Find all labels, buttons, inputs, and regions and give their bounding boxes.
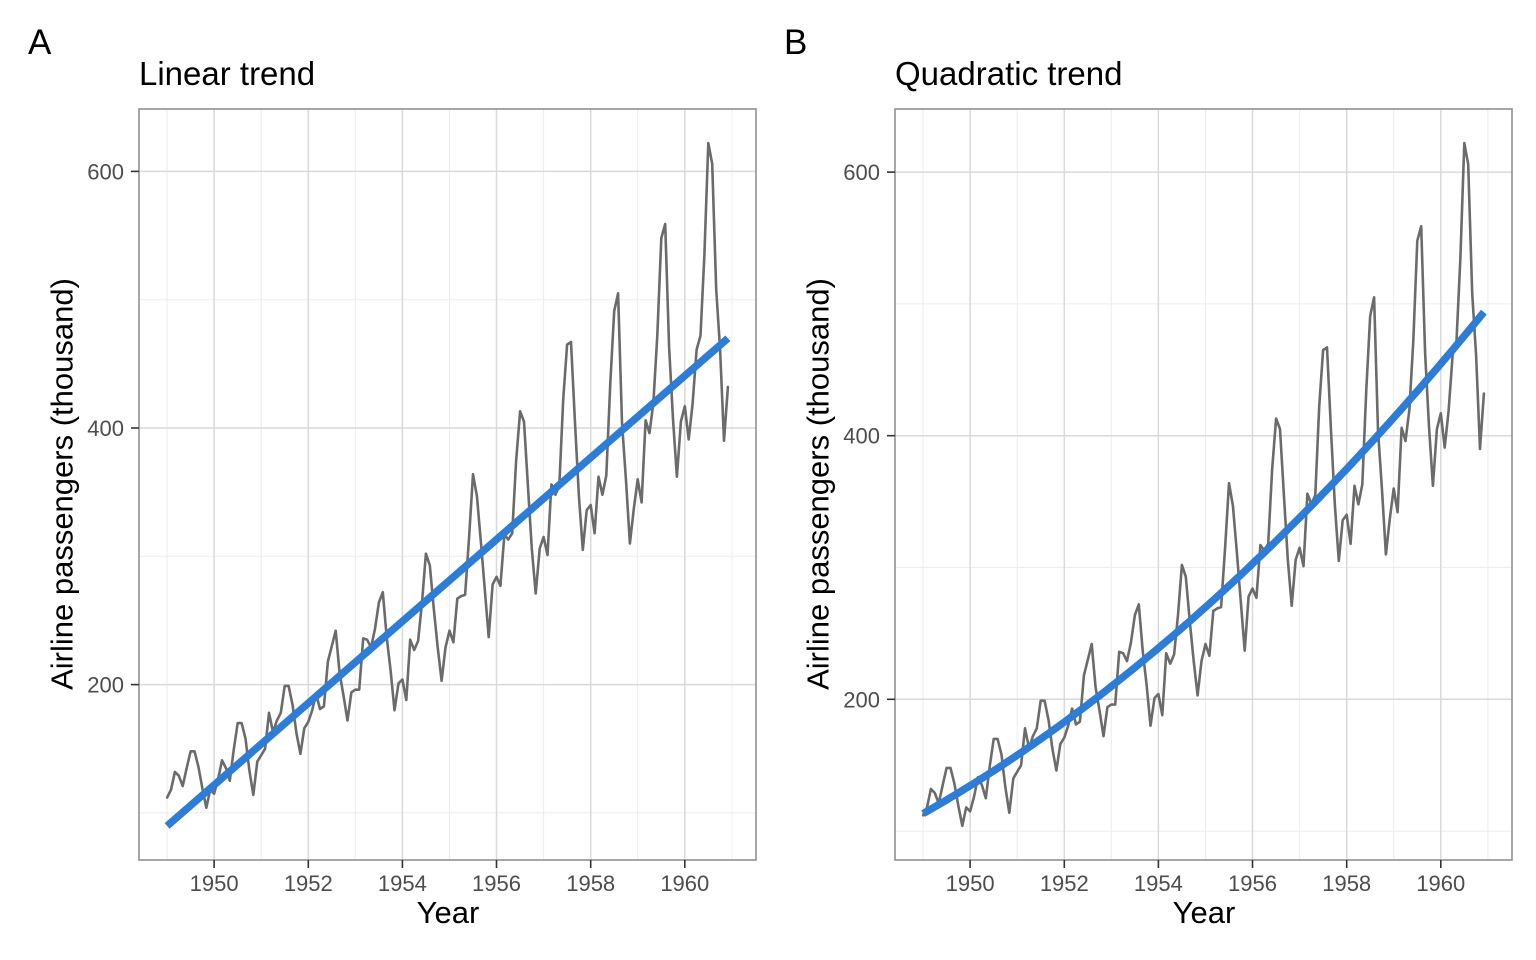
y-tick-label: 600	[843, 160, 880, 185]
x-tick-label: 1958	[1322, 871, 1371, 896]
x-tick-label: 1960	[660, 871, 709, 896]
y-tick-label: 400	[87, 416, 124, 441]
panel-b-tag: B	[784, 23, 808, 62]
x-tick-label: 1960	[1416, 871, 1465, 896]
x-tick-label: 1954	[378, 871, 427, 896]
y-tick-label: 200	[843, 687, 880, 712]
panel-border	[138, 108, 757, 861]
panel-b-title: Quadratic trend	[895, 55, 1123, 92]
quadratic-trend-line	[921, 309, 1487, 817]
panel-border	[894, 108, 1513, 861]
y-tick-label: 400	[843, 424, 880, 449]
linear-trend-line	[164, 335, 731, 829]
x-tick-label: 1958	[566, 871, 615, 896]
x-tick-label: 1956	[472, 871, 521, 896]
observed-monthly-passengers-line	[921, 141, 1486, 828]
panel-a-y-axis-title: Airline passengers (thousand)	[44, 278, 80, 690]
panel-a-title: Linear trend	[139, 55, 316, 92]
x-tick-label: 1950	[946, 871, 995, 896]
panel-a-x-axis-title: Year	[416, 895, 480, 930]
y-tick-label: 600	[87, 159, 124, 184]
y-tick-label: 200	[87, 673, 124, 698]
x-tick-label: 1950	[190, 871, 239, 896]
panel-b-y-axis-title: Airline passengers (thousand)	[800, 278, 836, 690]
x-tick-label: 1956	[1228, 871, 1277, 896]
panel-b-x-axis-title: Year	[1172, 895, 1236, 930]
observed-monthly-passengers-line	[165, 141, 730, 810]
x-tick-label: 1952	[1040, 871, 1089, 896]
panel-a-tag: A	[28, 23, 52, 62]
x-tick-label: 1954	[1134, 871, 1183, 896]
x-tick-label: 1952	[284, 871, 333, 896]
